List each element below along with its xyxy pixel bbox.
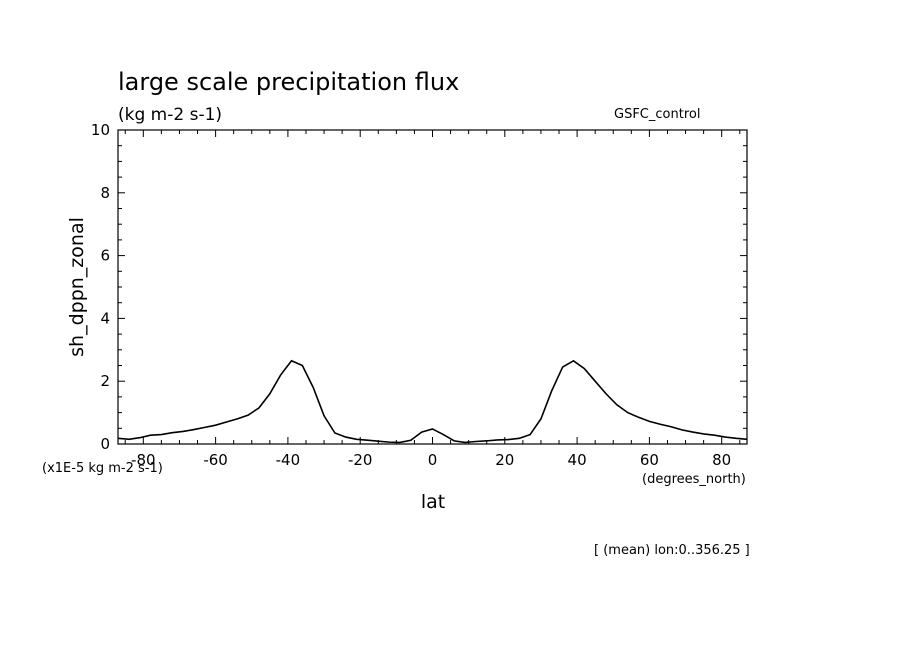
plot-frame bbox=[117, 129, 748, 445]
x-tick-label: 20 bbox=[495, 451, 514, 469]
chart-units: (kg m-2 s-1) bbox=[118, 105, 222, 125]
series-line bbox=[117, 359, 748, 444]
x-tick-label: 0 bbox=[428, 451, 438, 469]
y-tick-label: 8 bbox=[100, 184, 110, 202]
x-tick-label: -60 bbox=[203, 451, 228, 469]
x-tick-label: -20 bbox=[348, 451, 373, 469]
x-tick-label: -80 bbox=[131, 451, 156, 469]
y-tick-labels: 0 2 4 6 8 10 bbox=[91, 121, 110, 453]
x-axis-label: lat bbox=[421, 491, 445, 513]
y-tick-label: 10 bbox=[91, 121, 110, 139]
y-tick-label: 6 bbox=[100, 247, 110, 265]
y-tick-label: 0 bbox=[100, 435, 110, 453]
x-tick-labels: -80 -60 -40 -20 0 20 40 60 80 bbox=[131, 451, 731, 469]
x-tick-label: -40 bbox=[276, 451, 301, 469]
x-tick-label: 80 bbox=[712, 451, 731, 469]
x-tick-label: 60 bbox=[640, 451, 659, 469]
y-tick-label: 2 bbox=[100, 372, 110, 390]
x-tick-label: 40 bbox=[568, 451, 587, 469]
y-tick-label: 4 bbox=[100, 309, 110, 327]
y-axis-label: sh_dppn_zonal bbox=[66, 217, 88, 357]
y-scale-note: (x1E-5 kg m-2 s-1) bbox=[42, 461, 163, 476]
x-units-label: (degrees_north) bbox=[642, 472, 746, 487]
axis-ticks bbox=[118, 129, 747, 445]
dataset-label: GSFC_control bbox=[614, 107, 700, 122]
chart-title: large scale precipitation flux bbox=[118, 68, 459, 96]
footnote: [ (mean) lon:0..356.25 ] bbox=[594, 543, 750, 558]
